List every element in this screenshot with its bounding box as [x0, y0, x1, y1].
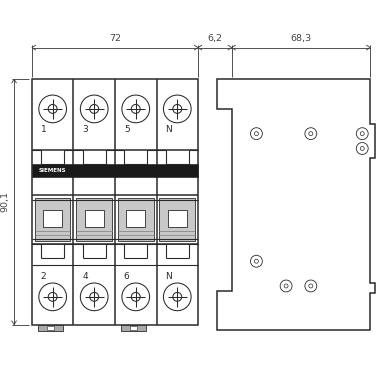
Bar [168, 210, 187, 227]
Bar [38, 325, 63, 331]
Text: 4: 4 [82, 272, 88, 281]
Text: 90,1: 90,1 [0, 191, 9, 213]
Text: 2: 2 [41, 272, 47, 281]
Bar [76, 198, 112, 241]
Text: N: N [166, 272, 172, 281]
Bar [126, 210, 145, 227]
Bar [118, 198, 154, 241]
Bar [32, 164, 198, 177]
Circle shape [284, 284, 288, 288]
Bar [159, 198, 195, 241]
Text: 1: 1 [41, 125, 47, 134]
Bar [121, 325, 146, 331]
Circle shape [309, 284, 313, 288]
Polygon shape [217, 79, 375, 330]
Text: 6: 6 [124, 272, 130, 281]
Circle shape [254, 132, 258, 136]
Bar [43, 210, 62, 227]
Text: 72: 72 [109, 33, 121, 43]
Circle shape [360, 147, 364, 151]
Bar [35, 198, 70, 241]
Circle shape [254, 259, 258, 263]
Circle shape [309, 132, 313, 136]
Text: SIEMENS: SIEMENS [39, 168, 67, 173]
Text: N: N [166, 125, 172, 134]
Text: 6,2: 6,2 [208, 33, 223, 43]
Bar [85, 210, 104, 227]
Text: 68,3: 68,3 [290, 33, 311, 43]
Bar [32, 79, 198, 325]
Bar [47, 326, 54, 330]
Bar [130, 326, 137, 330]
Circle shape [360, 132, 364, 136]
Text: 5: 5 [124, 125, 130, 134]
Text: 3: 3 [82, 125, 88, 134]
